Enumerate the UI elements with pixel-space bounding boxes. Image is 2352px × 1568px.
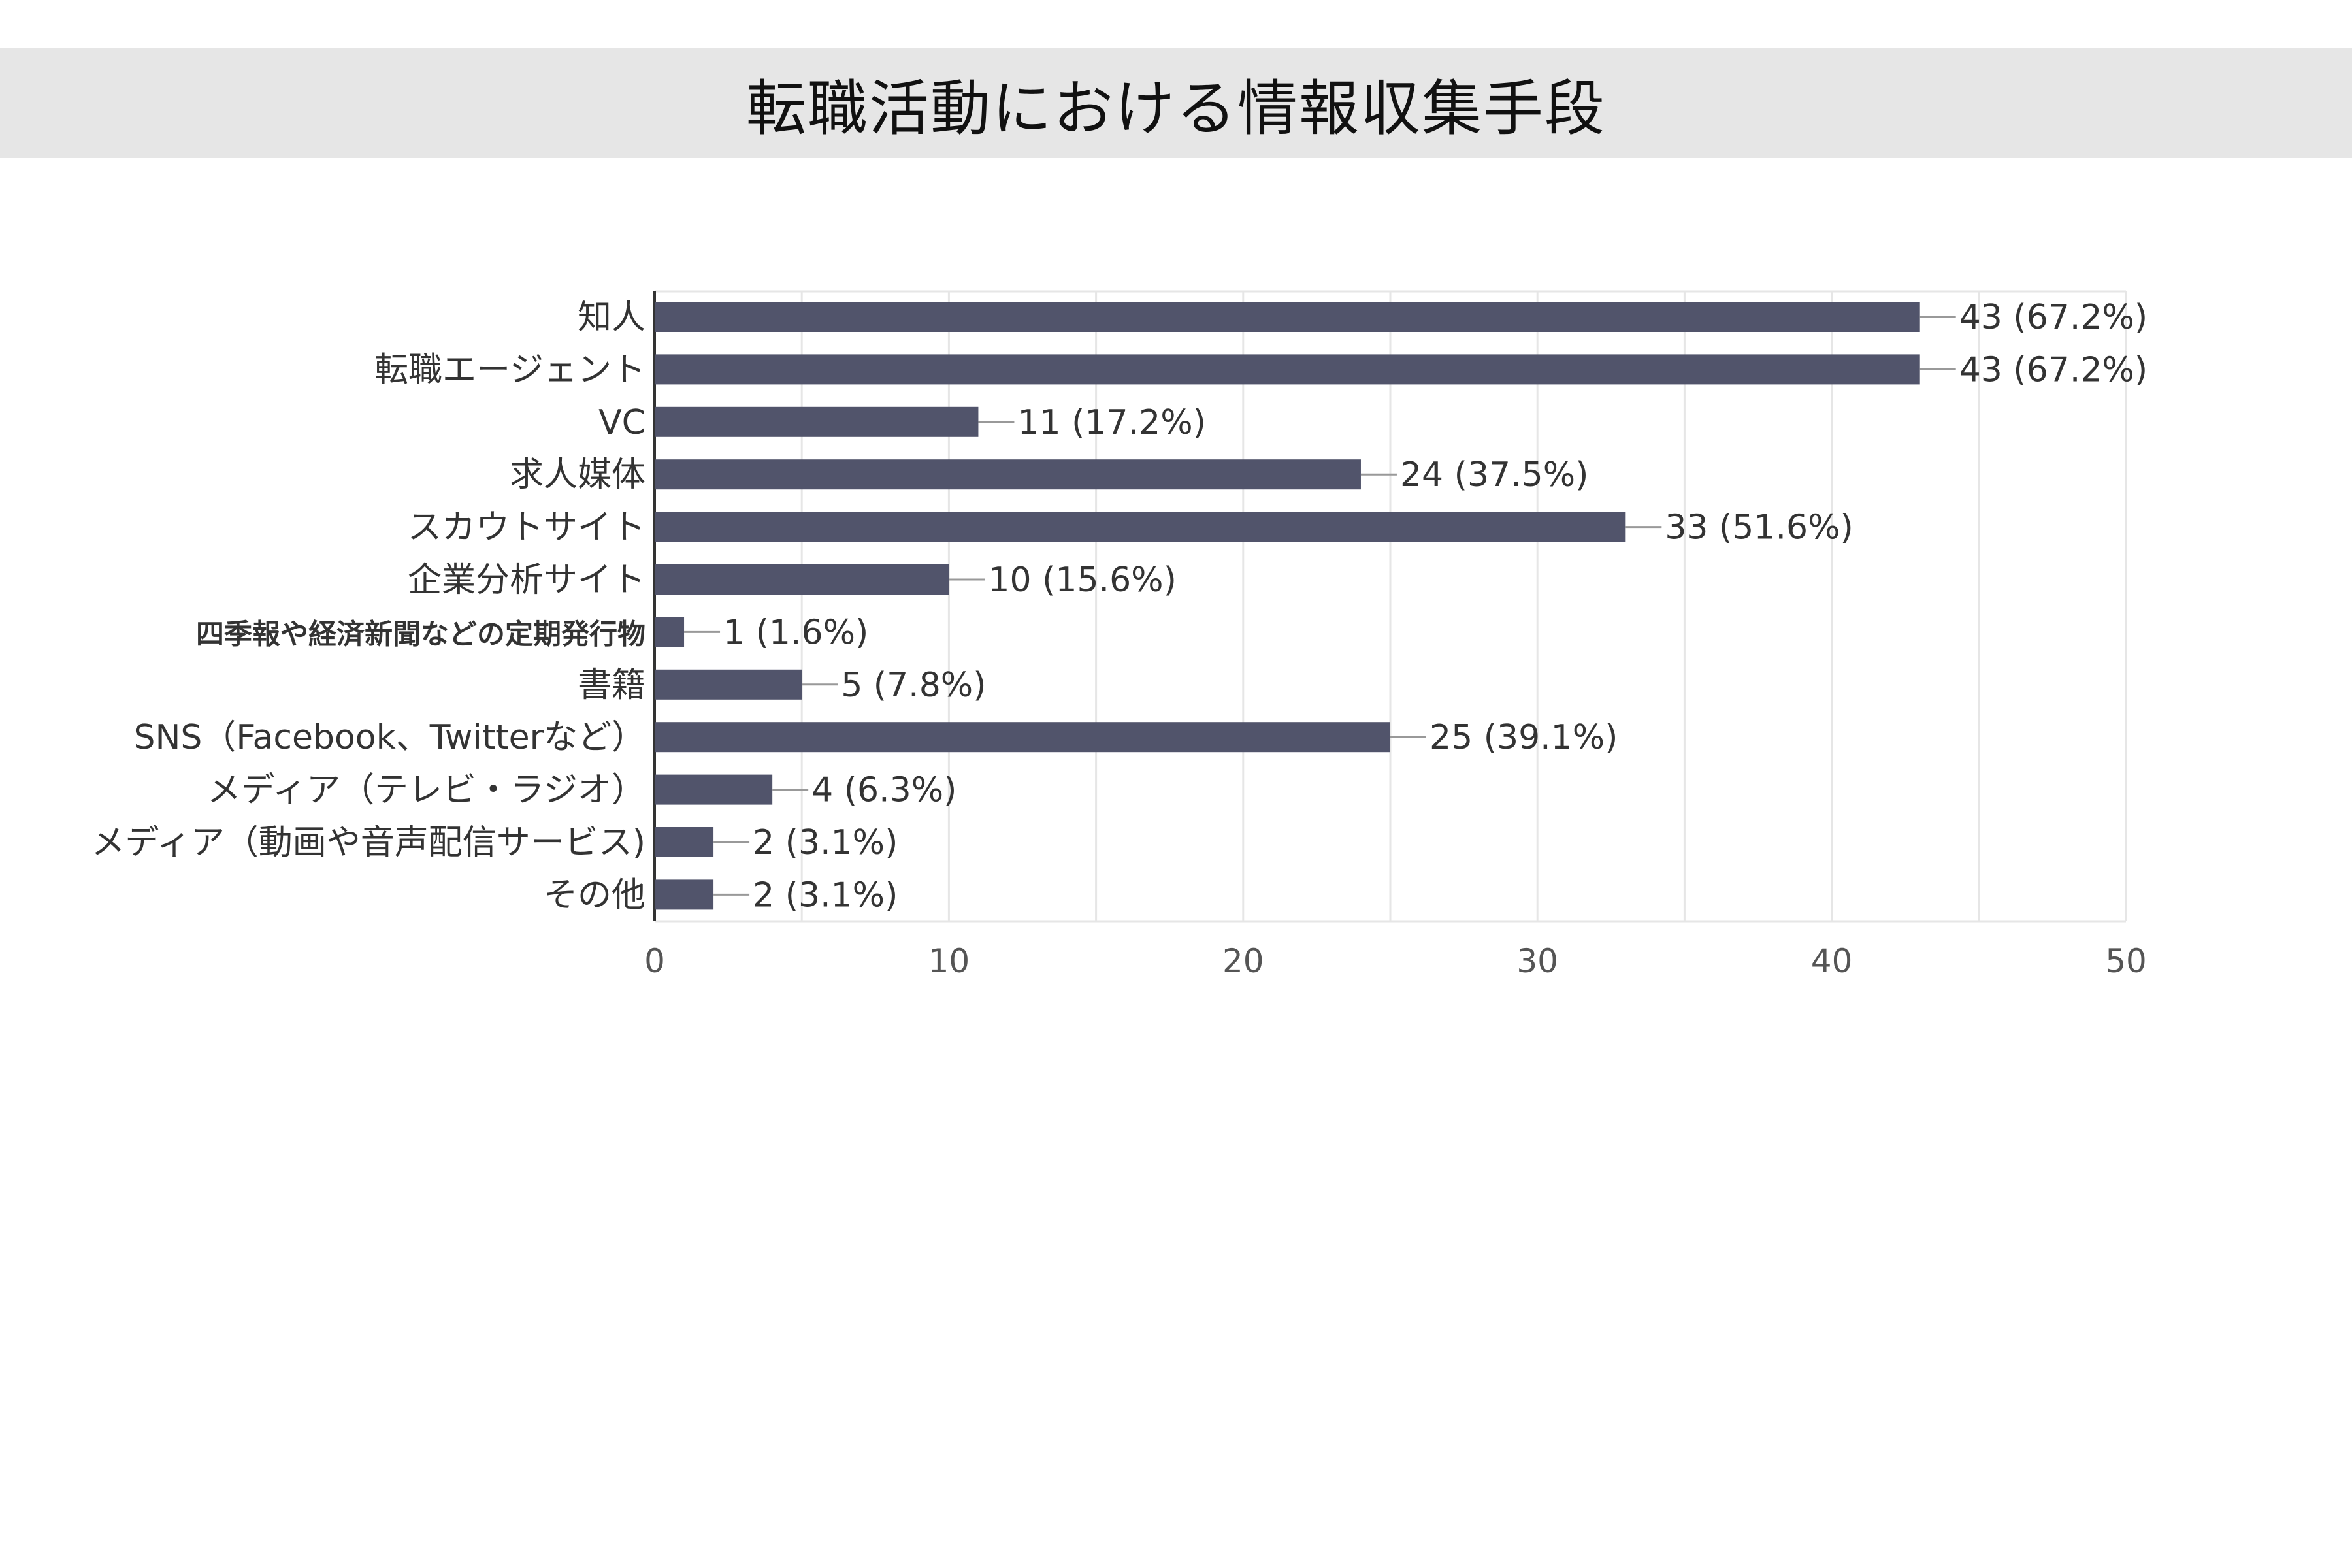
bar xyxy=(655,406,979,437)
bar xyxy=(655,617,685,647)
data-label: 11 (17.2%) xyxy=(1017,403,1205,442)
bar xyxy=(655,564,949,595)
bar xyxy=(655,774,773,805)
data-label: 5 (7.8%) xyxy=(841,666,986,705)
category-label: メディア（動画や音声配信サービス) xyxy=(91,823,645,862)
category-label: 企業分析サイト xyxy=(408,561,645,600)
data-label: 2 (3.1%) xyxy=(753,875,898,915)
data-label: 1 (1.6%) xyxy=(723,613,868,652)
bar xyxy=(655,459,1361,490)
bar xyxy=(655,722,1390,753)
data-label: 43 (67.2%) xyxy=(1959,298,2148,337)
category-label: 求人媒体 xyxy=(510,455,645,495)
category-label: 転職エージェント xyxy=(374,350,645,389)
category-label: その他 xyxy=(544,875,645,915)
chart-title: 転職活動における情報収集手段 xyxy=(745,73,1606,144)
category-label: 知人 xyxy=(578,298,645,337)
category-label: 書籍 xyxy=(578,666,645,705)
bar xyxy=(655,354,1920,385)
bar xyxy=(655,302,1920,332)
category-label: SNS（Facebook、Twitterなど） xyxy=(133,718,645,757)
bar xyxy=(655,827,714,857)
data-label: 25 (39.1%) xyxy=(1429,718,1618,757)
title-band: 転職活動における情報収集手段 xyxy=(0,48,2352,158)
data-label: 24 (37.5%) xyxy=(1400,455,1588,495)
category-label: 四季報や経済新聞などの定期発行物 xyxy=(196,618,645,651)
x-tick-label: 40 xyxy=(1811,942,1853,980)
x-tick-label: 0 xyxy=(644,942,665,980)
data-label: 2 (3.1%) xyxy=(753,823,898,862)
x-tick-label: 20 xyxy=(1222,942,1264,980)
x-tick-label: 50 xyxy=(2105,942,2147,980)
data-label: 10 (15.6%) xyxy=(988,561,1176,600)
x-tick-label: 10 xyxy=(928,942,970,980)
data-label: 33 (51.6%) xyxy=(1665,508,1853,547)
category-label: メディア（テレビ・ラジオ） xyxy=(207,771,645,810)
category-label: VC xyxy=(598,403,645,442)
data-label: 43 (67.2%) xyxy=(1959,350,2148,389)
bar xyxy=(655,669,802,700)
data-label: 4 (6.3%) xyxy=(811,771,956,810)
x-tick-label: 30 xyxy=(1516,942,1558,980)
bar xyxy=(655,512,1626,542)
category-label: スカウトサイト xyxy=(408,508,645,547)
bar xyxy=(655,879,714,910)
